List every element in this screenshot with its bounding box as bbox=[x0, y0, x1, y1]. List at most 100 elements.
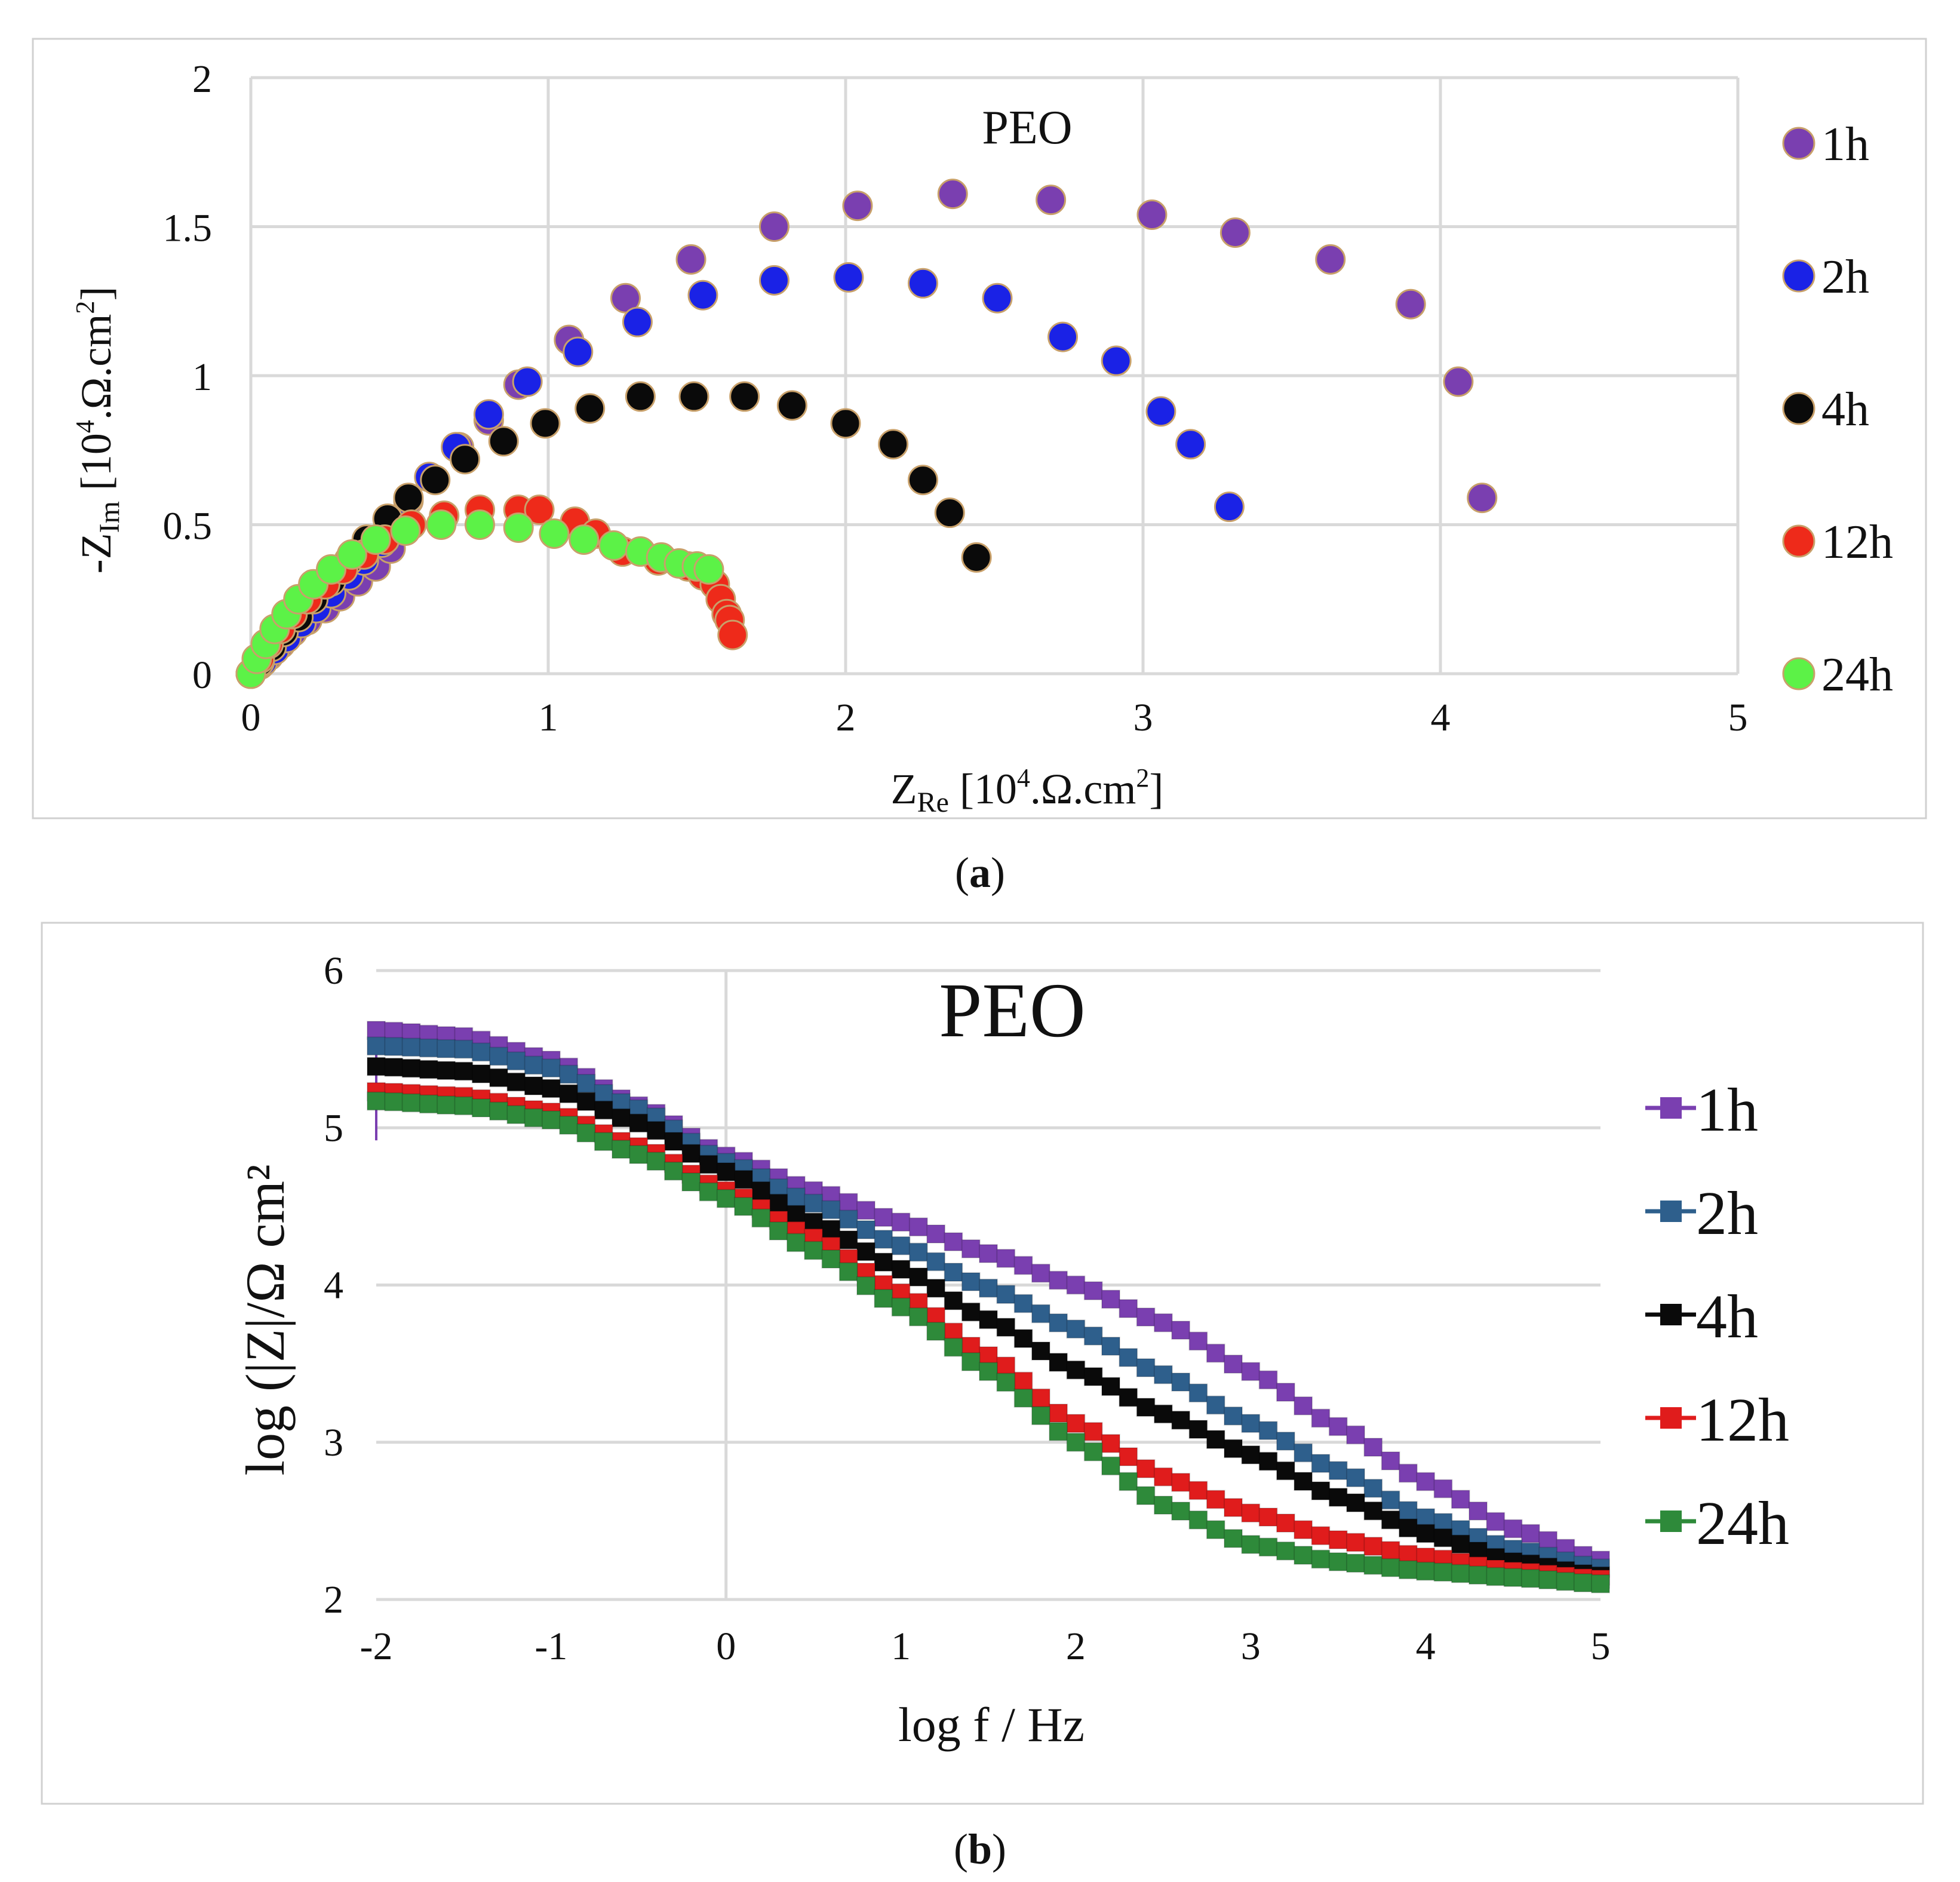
data-point bbox=[426, 509, 457, 540]
data-point bbox=[1363, 1478, 1383, 1498]
data-point bbox=[1381, 1490, 1400, 1510]
data-point bbox=[489, 1101, 508, 1121]
data-point bbox=[961, 1239, 981, 1258]
panel-a-legend: 1h 2h 4h 12h 24h bbox=[1782, 118, 1893, 701]
data-point bbox=[1591, 1574, 1610, 1594]
data-point bbox=[539, 518, 570, 549]
panel-b-data-points bbox=[367, 1021, 1610, 1594]
legend-marker bbox=[1660, 1097, 1682, 1119]
data-point bbox=[1101, 1456, 1120, 1476]
data-point bbox=[786, 1187, 806, 1207]
data-point bbox=[625, 381, 656, 412]
data-point bbox=[1311, 1549, 1331, 1569]
data-point bbox=[1066, 1275, 1086, 1295]
data-point bbox=[1294, 1520, 1313, 1540]
data-point bbox=[1433, 1479, 1453, 1499]
data-point bbox=[908, 1242, 928, 1262]
data-point bbox=[891, 1297, 911, 1317]
data-point bbox=[1049, 1422, 1068, 1441]
data-point bbox=[1433, 1513, 1453, 1533]
y-tick-label: 3 bbox=[324, 1421, 343, 1465]
data-point bbox=[612, 1108, 631, 1128]
data-point bbox=[1224, 1354, 1243, 1374]
data-point bbox=[1398, 1501, 1418, 1521]
y-tick-label: 0.5 bbox=[163, 505, 213, 548]
data-point bbox=[1206, 1520, 1225, 1540]
data-point bbox=[1520, 1568, 1540, 1588]
data-point bbox=[776, 390, 807, 421]
data-point bbox=[1311, 1454, 1331, 1473]
data-point bbox=[1188, 1481, 1208, 1500]
data-point bbox=[926, 1321, 946, 1341]
legend-item-24h: 24h bbox=[1645, 1489, 1789, 1558]
panel-a-caption: (a) bbox=[955, 849, 1005, 897]
data-point bbox=[1451, 1534, 1470, 1554]
data-point bbox=[908, 1267, 928, 1287]
data-point bbox=[1469, 1501, 1488, 1521]
data-point bbox=[786, 1233, 806, 1252]
legend-label: 1h bbox=[1821, 118, 1869, 171]
data-point bbox=[437, 1095, 456, 1115]
data-point bbox=[1311, 1481, 1331, 1501]
data-point bbox=[1171, 1472, 1191, 1492]
data-point bbox=[420, 465, 451, 496]
x-tick-label: 4 bbox=[1416, 1625, 1436, 1668]
data-point bbox=[437, 1039, 456, 1058]
data-point bbox=[838, 1193, 858, 1212]
data-point bbox=[838, 1230, 858, 1249]
legend-item-1h: 1h bbox=[1645, 1076, 1758, 1144]
data-point bbox=[530, 408, 561, 439]
data-point bbox=[830, 408, 861, 439]
data-point bbox=[758, 265, 789, 296]
data-point bbox=[926, 1224, 946, 1244]
legend-label: 2h bbox=[1821, 251, 1869, 303]
x-tick-label: 2 bbox=[1066, 1625, 1086, 1668]
data-point bbox=[1395, 288, 1426, 320]
data-point bbox=[524, 1076, 543, 1096]
legend-item-12h: 12h bbox=[1782, 516, 1893, 569]
data-point bbox=[979, 1244, 998, 1263]
data-point bbox=[891, 1212, 911, 1232]
data-point bbox=[1013, 1294, 1033, 1313]
data-point bbox=[336, 539, 367, 570]
data-point bbox=[1031, 1341, 1050, 1361]
data-point bbox=[1083, 1422, 1103, 1441]
data-point bbox=[1224, 1528, 1243, 1548]
legend-label: 24h bbox=[1696, 1489, 1789, 1558]
data-point bbox=[1136, 199, 1168, 231]
data-point bbox=[1066, 1414, 1086, 1433]
data-point bbox=[1119, 1472, 1138, 1491]
data-point bbox=[367, 1091, 386, 1111]
data-point bbox=[524, 1055, 543, 1075]
data-point bbox=[1433, 1528, 1453, 1548]
data-point bbox=[1346, 1533, 1365, 1552]
data-point bbox=[1398, 1463, 1418, 1483]
legend-item-4h: 4h bbox=[1782, 383, 1869, 436]
data-point bbox=[758, 211, 789, 242]
legend-item-4h: 4h bbox=[1645, 1282, 1758, 1351]
data-point bbox=[1258, 1537, 1278, 1557]
legend-label: 12h bbox=[1696, 1386, 1789, 1454]
data-point bbox=[1119, 1347, 1138, 1367]
data-point bbox=[874, 1208, 893, 1227]
data-point bbox=[419, 1094, 438, 1114]
data-point bbox=[1153, 1496, 1173, 1515]
data-point bbox=[996, 1318, 1016, 1337]
data-point bbox=[563, 336, 594, 367]
data-point bbox=[1224, 1498, 1243, 1518]
panel-b-x-axis-label: log f / Hz bbox=[898, 1697, 1085, 1752]
data-point bbox=[874, 1288, 893, 1308]
data-point bbox=[1219, 217, 1251, 248]
data-point bbox=[1328, 1417, 1348, 1436]
data-point bbox=[506, 1051, 526, 1071]
data-point bbox=[1136, 1486, 1156, 1506]
data-point bbox=[1398, 1560, 1418, 1580]
data-point bbox=[1049, 1352, 1068, 1372]
data-point bbox=[437, 1061, 456, 1080]
data-point bbox=[1258, 1451, 1278, 1471]
legend-label: 2h bbox=[1696, 1179, 1758, 1248]
data-point bbox=[384, 1057, 404, 1077]
y-tick-label: 0 bbox=[192, 653, 212, 697]
data-point bbox=[541, 1058, 561, 1078]
data-point bbox=[1101, 1290, 1120, 1309]
